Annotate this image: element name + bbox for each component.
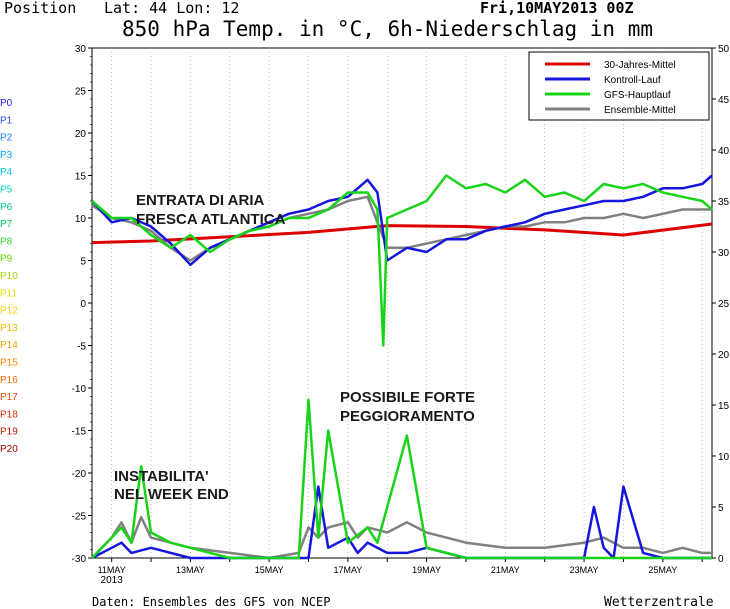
member-label: P13 bbox=[0, 323, 18, 334]
series-gfs-hauptlauf-precip bbox=[91, 398, 712, 560]
y-tick-left-label: -15 bbox=[72, 427, 87, 438]
x-tick-label: 25MAY bbox=[648, 565, 677, 575]
y-tick-right-label: 10 bbox=[718, 452, 730, 463]
series-kontroll-lauf-temp bbox=[91, 174, 713, 267]
legend-label: 30-Jahres-Mittel bbox=[604, 60, 676, 71]
member-label: P14 bbox=[0, 340, 18, 351]
annotation-atlantic-line1: ENTRATA DI ARIA bbox=[136, 192, 264, 209]
footer-brand: Wetterzentrale bbox=[604, 595, 714, 609]
y-tick-right-label: 5 bbox=[718, 503, 724, 514]
y-tick-left-label: 5 bbox=[80, 257, 86, 268]
member-label: P15 bbox=[0, 358, 18, 369]
y-tick-left-label: 0 bbox=[80, 299, 86, 310]
run-label: Fri,10MAY2013 00Z bbox=[480, 0, 634, 17]
series-kontroll-lauf-precip bbox=[91, 485, 712, 560]
plot-frame bbox=[91, 47, 713, 559]
member-label: P2 bbox=[0, 133, 13, 144]
member-label: P12 bbox=[0, 306, 18, 317]
y-tick-left-label: -25 bbox=[72, 512, 87, 523]
x-tick-label: 15MAY bbox=[255, 565, 284, 575]
legend-label: Ensemble-Mittel bbox=[604, 105, 676, 116]
member-label: P0 bbox=[0, 98, 13, 109]
y-tick-right-label: 25 bbox=[718, 299, 730, 310]
member-label: P16 bbox=[0, 375, 18, 386]
coords-label: Lat: 44 Lon: 12 bbox=[104, 0, 239, 17]
x-axis-year: 2013 bbox=[101, 575, 124, 586]
y-tick-right-label: 15 bbox=[718, 401, 730, 412]
y-tick-left-label: 30 bbox=[75, 44, 87, 55]
member-label: P10 bbox=[0, 271, 18, 282]
x-tick-label: 11MAY bbox=[98, 565, 126, 575]
x-tick-label: 21MAY bbox=[491, 565, 520, 575]
member-label: P6 bbox=[0, 202, 13, 213]
member-label: P20 bbox=[0, 444, 18, 455]
y-tick-right-label: 50 bbox=[718, 44, 730, 55]
y-tick-left-label: 20 bbox=[75, 129, 87, 140]
x-tick-label: 19MAY bbox=[412, 565, 441, 575]
position-label: Position bbox=[4, 0, 76, 17]
y-tick-right-label: 30 bbox=[718, 248, 730, 259]
member-label-list: P0 P1 P2 P3 P4 P5 P6 P7 P8 P9 P10 P11 P12 P13 P14 P15 P1… bbox=[0, 98, 18, 455]
legend-label: Kontroll-Lauf bbox=[604, 75, 661, 86]
annotation-atlantic-line2: FRESCA ATLANTICA bbox=[136, 211, 286, 228]
member-label: P11 bbox=[0, 288, 17, 299]
x-tick-label: 23MAY bbox=[570, 565, 599, 575]
footer-source: Daten: Ensembles des GFS von NCEP bbox=[92, 595, 330, 609]
member-label: P3 bbox=[0, 150, 13, 161]
annotation-weekend-line1: INSTABILITA' bbox=[114, 468, 209, 485]
legend: 30-Jahres-Mittel Kontroll-Lauf GFS-Hauptla… bbox=[528, 51, 710, 121]
member-label: P4 bbox=[0, 167, 13, 178]
member-label: P9 bbox=[0, 254, 13, 265]
y-tick-right-label: 45 bbox=[718, 95, 730, 106]
chart-title: 850 hPa Temp. in °C, 6h-Niederschlag in … bbox=[122, 17, 653, 41]
member-label: P7 bbox=[0, 219, 13, 230]
annotations: ENTRATA DI ARIA FRESCA ATLANTICA POSSIBI… bbox=[114, 192, 475, 503]
y-axis-left: 30 25 20 15 10 5 0 -5 -10 -15 -20 -25 -30 bbox=[72, 44, 92, 565]
member-label: P18 bbox=[0, 409, 18, 420]
x-tick-label: 17MAY bbox=[333, 565, 362, 575]
legend-label: GFS-Hauptlauf bbox=[604, 90, 671, 101]
annotation-weekend-line2: NEL WEEK END bbox=[114, 486, 229, 503]
annotation-worsening-line2: PEGGIORAMENTO bbox=[340, 408, 475, 425]
series-gfs-hauptlauf-temp bbox=[91, 174, 713, 347]
y-tick-left-label: -30 bbox=[72, 554, 87, 565]
y-tick-left-label: -5 bbox=[77, 342, 86, 353]
x-tick-label: 13MAY bbox=[176, 565, 205, 575]
grid bbox=[111, 48, 703, 558]
member-label: P19 bbox=[0, 427, 18, 438]
member-label: P8 bbox=[0, 236, 13, 247]
y-tick-left-label: 25 bbox=[75, 87, 87, 98]
y-tick-right-label: 20 bbox=[718, 350, 730, 361]
y-tick-right-label: 0 bbox=[718, 554, 724, 565]
series-layer bbox=[91, 174, 713, 560]
y-tick-right-label: 40 bbox=[718, 146, 730, 157]
y-tick-left-label: 10 bbox=[75, 214, 87, 225]
member-label: P1 bbox=[0, 115, 13, 126]
member-label: P5 bbox=[0, 185, 13, 196]
y-tick-left-label: -10 bbox=[72, 384, 87, 395]
y-tick-left-label: -20 bbox=[72, 469, 87, 480]
x-axis: 11MAY 13MAY 15MAY 17MAY 19MAY 21MAY 23MAY 25MAY bbox=[98, 558, 703, 575]
y-tick-right-label: 35 bbox=[718, 197, 730, 208]
member-label: P17 bbox=[0, 392, 18, 403]
y-tick-left-label: 15 bbox=[75, 172, 87, 183]
annotation-worsening-line1: POSSIBILE FORTE bbox=[340, 389, 475, 406]
